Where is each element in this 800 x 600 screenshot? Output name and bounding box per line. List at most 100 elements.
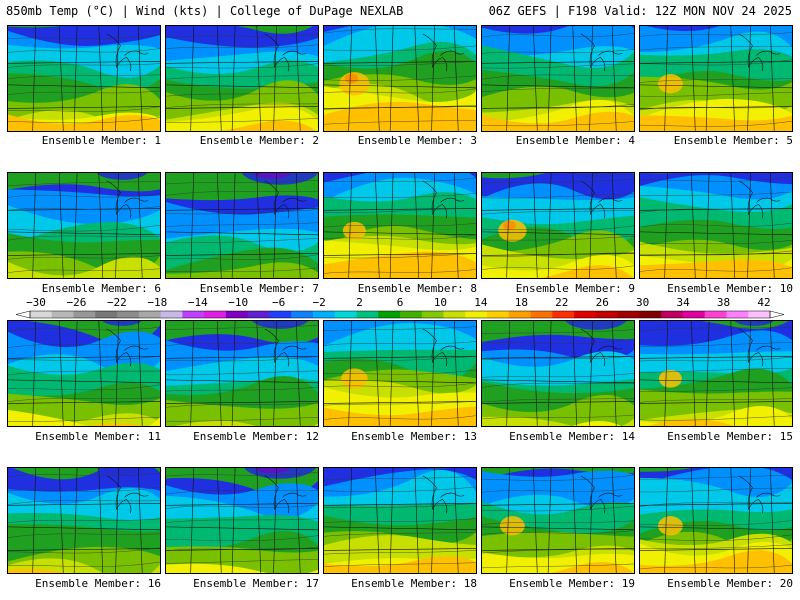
ensemble-member-label: Ensemble Member: 13 — [351, 430, 477, 443]
colorbar-swatch — [682, 311, 706, 318]
colorbar-swatch — [225, 311, 249, 318]
colorbar-swatch — [160, 311, 183, 318]
colorbar-tick-label: 34 — [676, 296, 690, 309]
temperature-map — [482, 468, 634, 573]
temperature-map — [324, 468, 476, 573]
ensemble-member-label: Ensemble Member: 1 — [41, 134, 161, 147]
ensemble-member-label: Ensemble Member: 9 — [515, 282, 635, 295]
ensemble-member-panel — [323, 320, 477, 427]
page-title: 850mb Temp (°C) | Wind (kts) | College o… — [6, 4, 404, 18]
colorbar-swatch — [487, 311, 510, 318]
model-run-info: 06Z GEFS | F198 Valid: 12Z MON NOV 24 20… — [488, 4, 792, 18]
colorbar-swatch — [51, 311, 75, 318]
colorbar-swatch — [574, 311, 597, 318]
ensemble-member-panel — [481, 25, 635, 132]
colorbar-swatch — [595, 311, 619, 318]
ensemble-member-panel — [7, 467, 161, 574]
colorbar-tick-label: −2 — [312, 296, 326, 309]
ensemble-member-panel — [165, 320, 319, 427]
ensemble-member-label: Ensemble Member: 10 — [667, 282, 793, 295]
ensemble-member-panel — [7, 320, 161, 427]
temperature-map — [166, 468, 318, 573]
ensemble-member-label: Ensemble Member: 6 — [41, 282, 161, 295]
colorbar-swatch — [30, 311, 53, 318]
colorbar-swatch — [95, 311, 118, 318]
temperature-map — [166, 26, 318, 131]
temperature-map — [640, 468, 792, 573]
ensemble-member-label: Ensemble Member: 8 — [357, 282, 477, 295]
temperature-map — [8, 26, 160, 131]
colorbar-swatch — [400, 311, 423, 318]
ensemble-member-label: Ensemble Member: 3 — [357, 134, 477, 147]
ensemble-member-panel — [481, 172, 635, 279]
ensemble-member-label: Ensemble Member: 20 — [667, 577, 793, 590]
colorbar-tick-label: −10 — [228, 296, 249, 309]
colorbar-arrow-right — [769, 310, 785, 319]
temperature-map — [8, 321, 160, 426]
ensemble-member-panel — [481, 320, 635, 427]
ensemble-member-label: Ensemble Member: 14 — [509, 430, 635, 443]
ensemble-member-panel — [639, 320, 793, 427]
ensemble-member-label: Ensemble Member: 19 — [509, 577, 635, 590]
ensemble-member-panel — [481, 467, 635, 574]
colorbar-tick-label: −14 — [187, 296, 208, 309]
colorbar-labels: −30 −26 −22 −18 −14 −10 −6 −2 2 6 10 14 18 22 26 30 34 38… — [0, 296, 800, 309]
colorbar-swatch — [138, 311, 162, 318]
ensemble-member-panel — [165, 172, 319, 279]
colorbar-tick-label: 14 — [474, 296, 488, 309]
colorbar-tick-label: 22 — [555, 296, 569, 309]
temperature-map — [166, 173, 318, 278]
temperature-map — [640, 173, 792, 278]
colorbar-swatch — [530, 311, 553, 318]
colorbar-swatch — [661, 311, 684, 318]
temperature-map — [324, 321, 476, 426]
colorbar-arrow-left — [15, 310, 31, 319]
ensemble-member-panel — [7, 25, 161, 132]
temperature-map — [166, 321, 318, 426]
colorbar-swatch — [204, 311, 227, 318]
colorbar-tick-label: −18 — [147, 296, 168, 309]
colorbar-tick-label: 30 — [636, 296, 650, 309]
colorbar-swatch — [269, 311, 292, 318]
colorbar-swatch — [378, 311, 401, 318]
colorbar-swatch — [247, 311, 270, 318]
colorbar-swatch — [421, 311, 445, 318]
temperature-map — [8, 173, 160, 278]
ensemble-member-panel — [323, 467, 477, 574]
temperature-map — [482, 321, 634, 426]
ensemble-member-label: Ensemble Member: 12 — [193, 430, 319, 443]
ensemble-member-label: Ensemble Member: 16 — [35, 577, 161, 590]
colorbar-tick-label: 18 — [514, 296, 528, 309]
ensemble-member-panel — [323, 25, 477, 132]
colorbar-swatch — [73, 311, 96, 318]
colorbar-tick-label: 42 — [757, 296, 771, 309]
ensemble-member-panel — [7, 172, 161, 279]
colorbar-outline — [29, 310, 771, 319]
temperature-map — [640, 321, 792, 426]
colorbar-tick-label: −26 — [66, 296, 87, 309]
ensemble-member-panel — [323, 172, 477, 279]
temperature-map — [482, 26, 634, 131]
colorbar-tick-label: −22 — [106, 296, 127, 309]
temperature-map — [640, 26, 792, 131]
colorbar — [15, 310, 785, 319]
temperature-map — [482, 173, 634, 278]
colorbar-tick-label: 2 — [356, 296, 363, 309]
colorbar-tick-label: 10 — [433, 296, 448, 309]
colorbar-swatch — [508, 311, 532, 318]
temperature-map — [324, 26, 476, 131]
colorbar-swatch — [639, 311, 662, 318]
colorbar-swatch — [726, 311, 749, 318]
colorbar-tick-label: 38 — [716, 296, 731, 309]
colorbar-swatch — [312, 311, 336, 318]
colorbar-swatch — [291, 311, 314, 318]
ensemble-member-panel — [165, 25, 319, 132]
colorbar-tick-label: −6 — [272, 296, 286, 309]
ensemble-member-label: Ensemble Member: 2 — [199, 134, 319, 147]
ensemble-member-label: Ensemble Member: 11 — [35, 430, 161, 443]
ensemble-member-label: Ensemble Member: 7 — [199, 282, 319, 295]
ensemble-member-panel — [639, 467, 793, 574]
colorbar-tick-label: 26 — [595, 296, 609, 309]
ensemble-member-label: Ensemble Member: 5 — [673, 134, 793, 147]
header: 850mb Temp (°C) | Wind (kts) | College o… — [0, 0, 800, 22]
